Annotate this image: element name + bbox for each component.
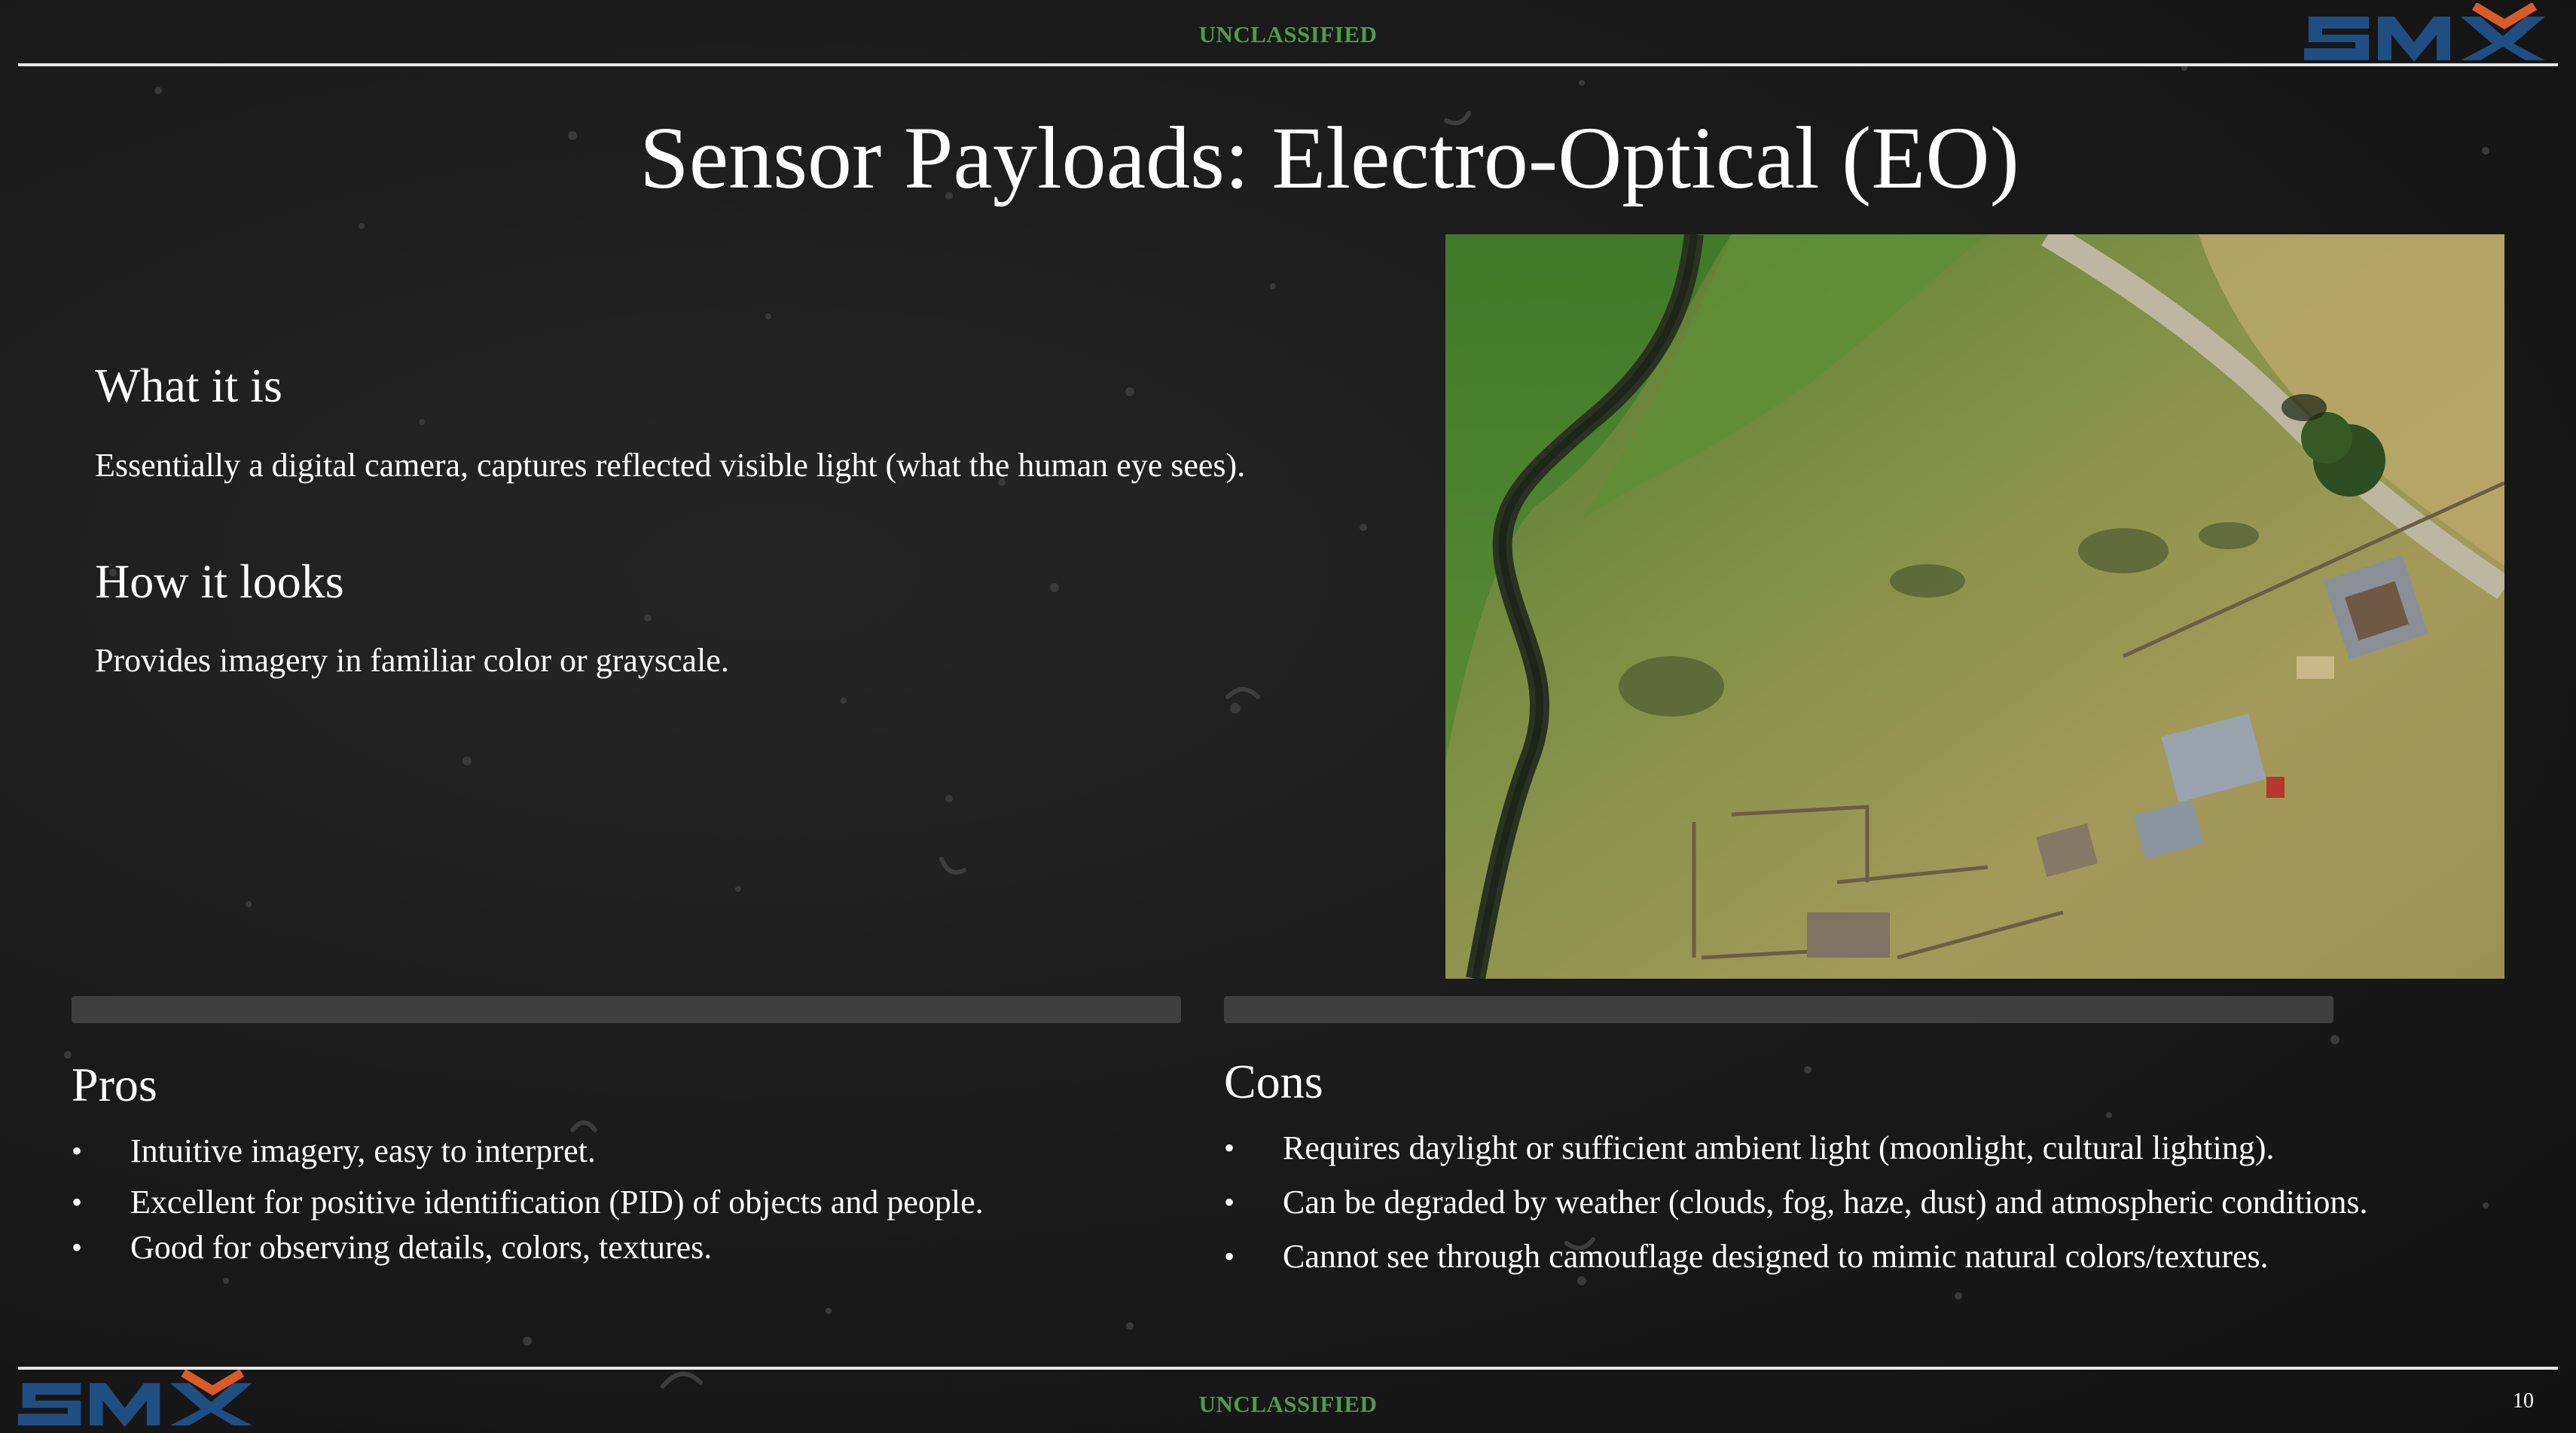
classification-bottom: UNCLASSIFIED xyxy=(1198,1391,1378,1417)
smx-logo-top xyxy=(2304,3,2545,62)
top-divider xyxy=(18,63,2558,66)
aerial-farm-photo xyxy=(1445,234,2504,979)
cons-heading: Cons xyxy=(1224,1055,1323,1108)
classification-top: UNCLASSIFIED xyxy=(1198,21,1378,47)
slide-title: Sensor Payloads: Electro-Optical (EO) xyxy=(639,108,2019,207)
pros-item: Excellent for positive identification (P… xyxy=(72,1181,984,1224)
what-it-is-text: Essentially a digital camera, captures r… xyxy=(95,447,1246,484)
pros-header-bar xyxy=(72,996,1181,1023)
cons-item: Cannot see through camouflage designed t… xyxy=(1224,1236,2368,1278)
cons-item: Requires daylight or sufficient ambient … xyxy=(1224,1127,2368,1169)
what-it-is-heading: What it is xyxy=(95,359,282,412)
smx-logo-bottom xyxy=(17,1370,252,1427)
how-it-looks-text: Provides imagery in familiar color or gr… xyxy=(95,642,729,679)
pros-item: Good for observing details, colors, text… xyxy=(72,1227,984,1269)
bottom-divider xyxy=(18,1367,2558,1370)
pros-heading: Pros xyxy=(72,1058,157,1111)
cons-item: Can be degraded by weather (clouds, fog,… xyxy=(1224,1181,2368,1224)
pros-item: Intuitive imagery, easy to interpret. xyxy=(72,1130,984,1172)
cons-list: Requires daylight or sufficient ambient … xyxy=(1224,1127,2368,1278)
how-it-looks-heading: How it looks xyxy=(95,555,344,608)
cons-header-bar xyxy=(1224,996,2333,1023)
page-number: 10 xyxy=(2513,1389,2534,1413)
pros-list: Intuitive imagery, easy to interpret. Ex… xyxy=(72,1130,984,1269)
